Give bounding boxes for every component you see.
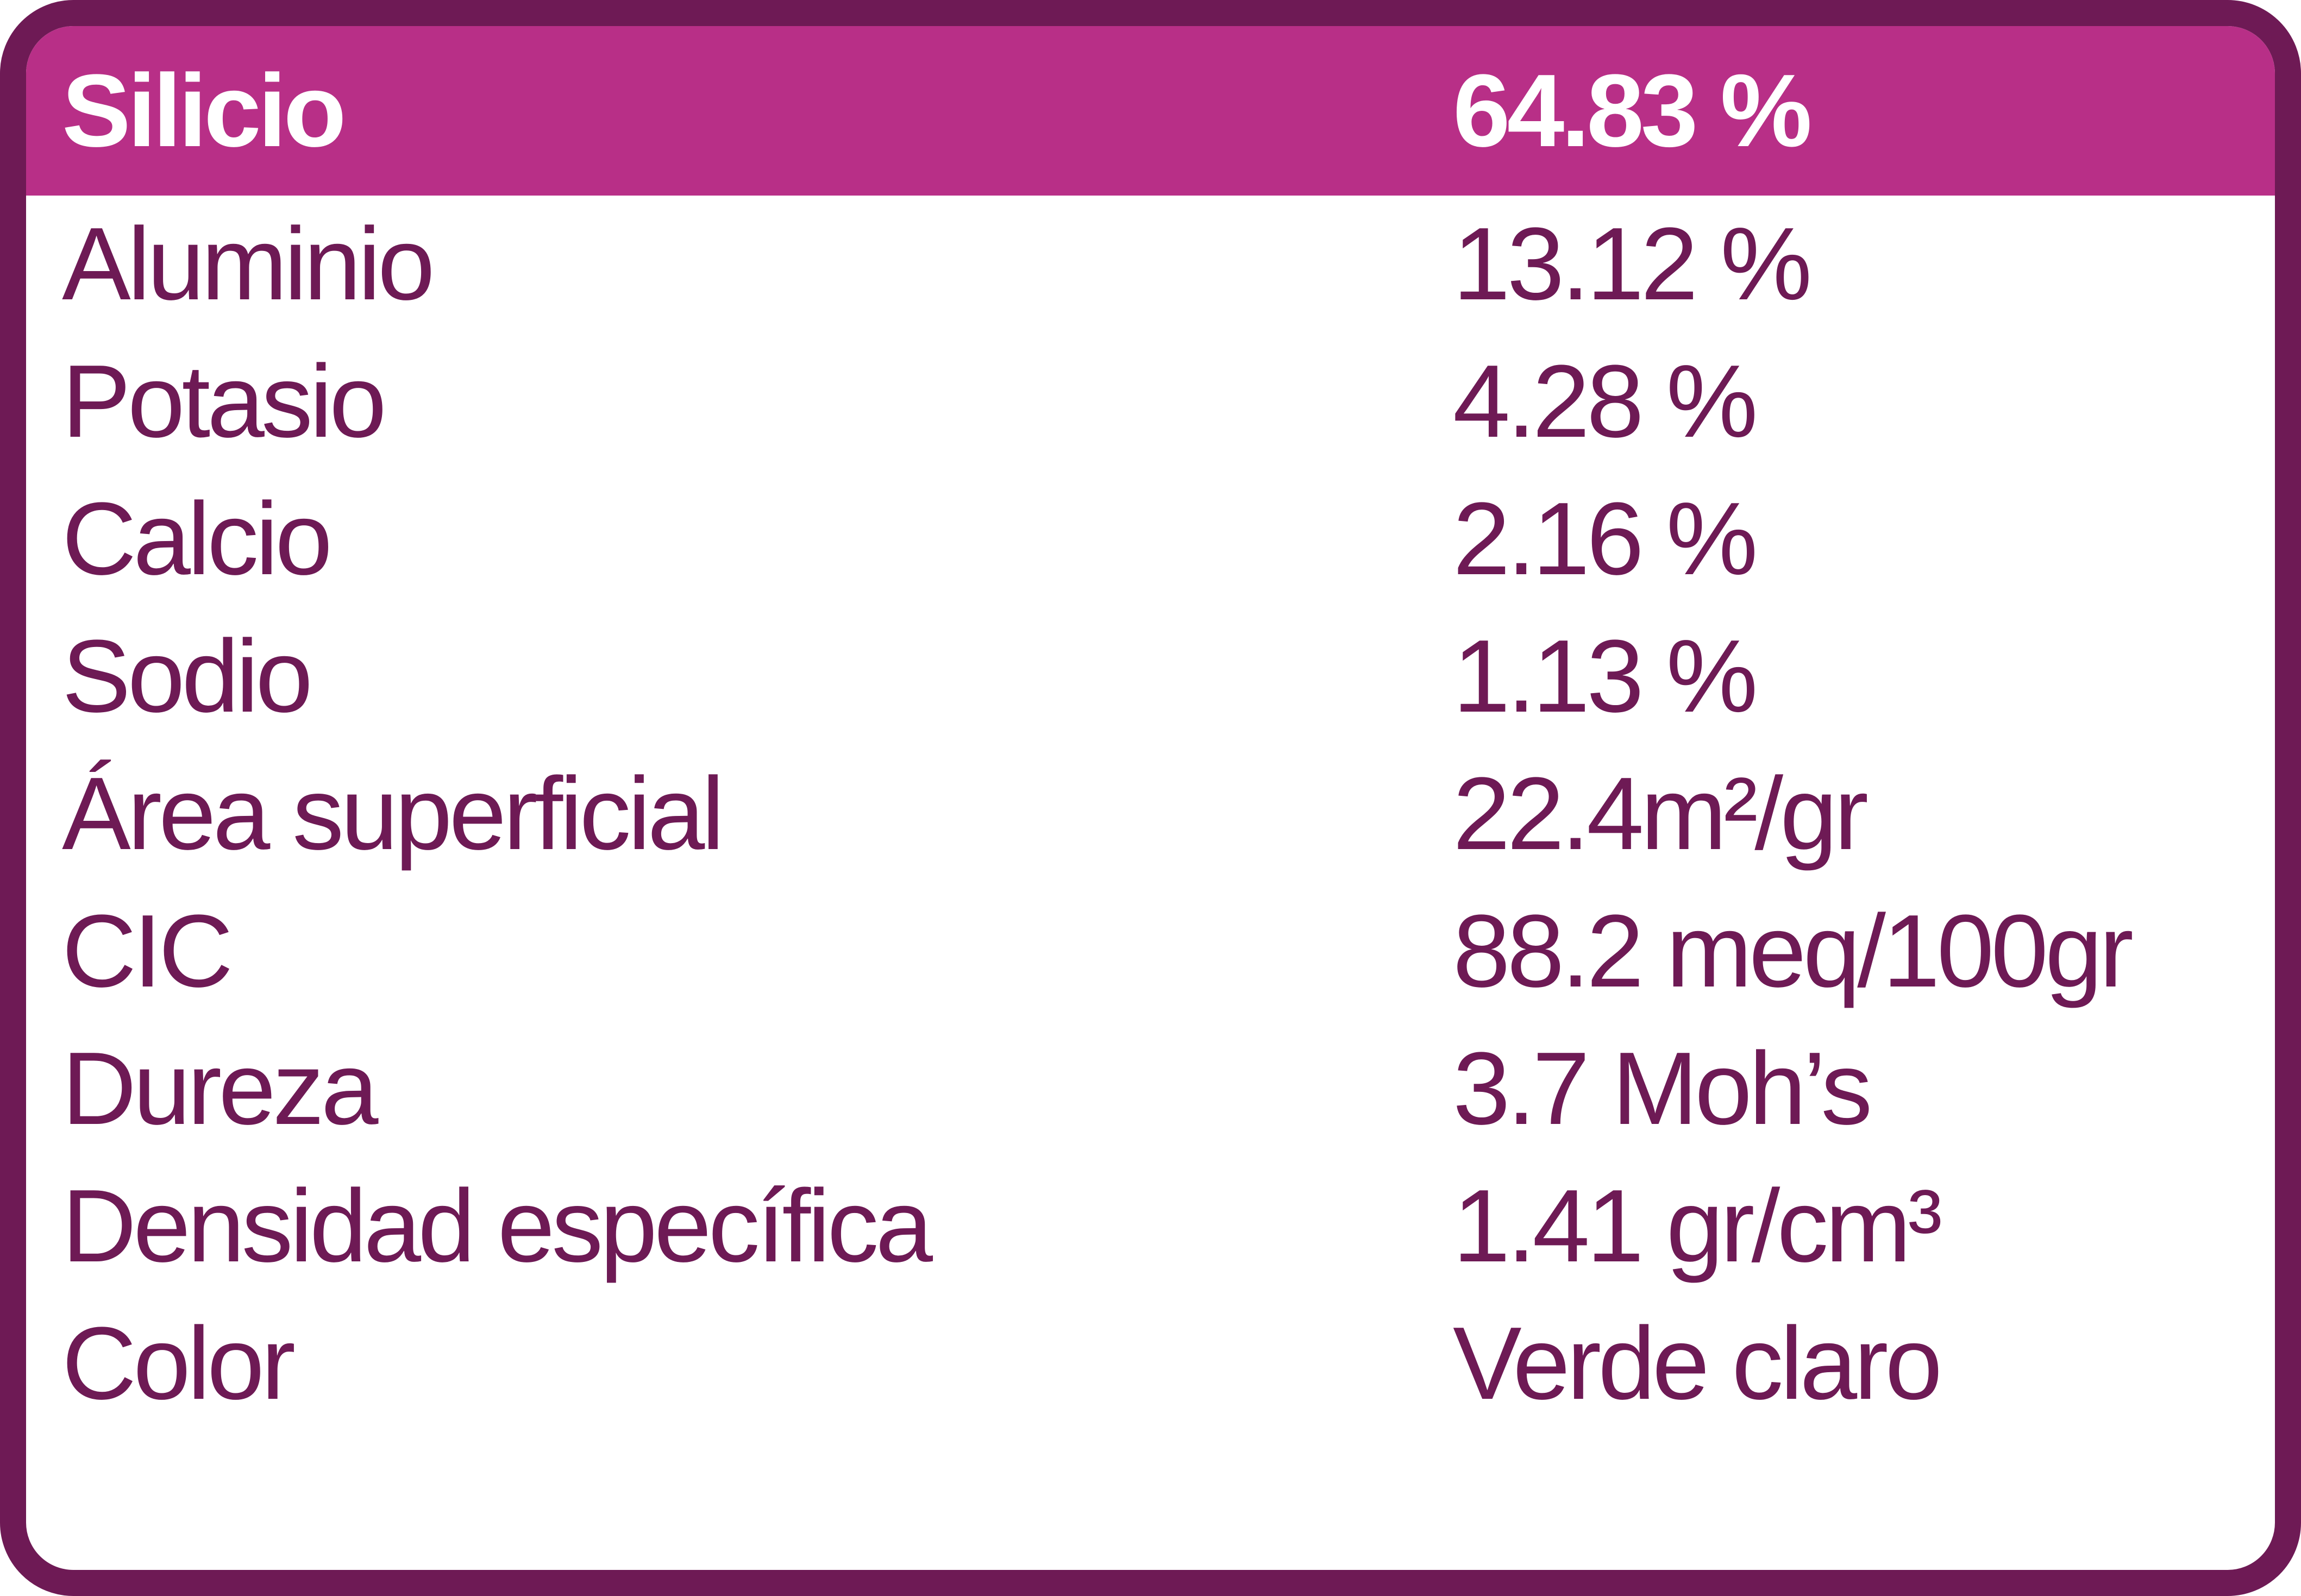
property-value: 1.41 gr/cm³	[1453, 1168, 1942, 1284]
table-row: Sodio 1.13 %	[26, 608, 2275, 745]
table-row: Dureza 3.7 Moh’s	[26, 1020, 2275, 1157]
property-value: 1.13 %	[1453, 619, 1758, 734]
property-value: 64.83 %	[1453, 53, 1812, 168]
property-value: 88.2 meq/100gr	[1453, 893, 2134, 1009]
property-value: 4.28 %	[1453, 344, 1758, 460]
property-name: Color	[62, 1305, 296, 1421]
property-name: Potasio	[62, 344, 387, 460]
property-name: Aluminio	[62, 206, 435, 322]
property-value: 2.16 %	[1453, 481, 1758, 597]
table-row: Área superficial 22.4m²/gr	[26, 745, 2275, 883]
table-row: Color Verde claro	[26, 1295, 2275, 1432]
property-value: Verde claro	[1453, 1305, 1942, 1421]
table-row: Calcio 2.16 %	[26, 470, 2275, 608]
property-name: Dureza	[62, 1031, 378, 1146]
property-value: 3.7 Moh’s	[1453, 1031, 1872, 1146]
table-row: Densidad específica 1.41 gr/cm³	[26, 1157, 2275, 1295]
property-name: Densidad específica	[62, 1168, 933, 1284]
property-name: Sodio	[62, 619, 313, 734]
property-name: CIC	[62, 893, 233, 1009]
property-value: 22.4m²/gr	[1453, 756, 1869, 872]
property-value: 13.12 %	[1453, 206, 1812, 322]
table-row: Aluminio 13.12 %	[26, 196, 2275, 333]
property-name: Calcio	[62, 481, 333, 597]
table-row: CIC 88.2 meq/100gr	[26, 883, 2275, 1020]
table-row: Potasio 4.28 %	[26, 333, 2275, 470]
property-name: Silicio	[62, 53, 347, 168]
header-row: Silicio 64.83 %	[26, 26, 2275, 196]
property-name: Área superficial	[62, 756, 724, 872]
